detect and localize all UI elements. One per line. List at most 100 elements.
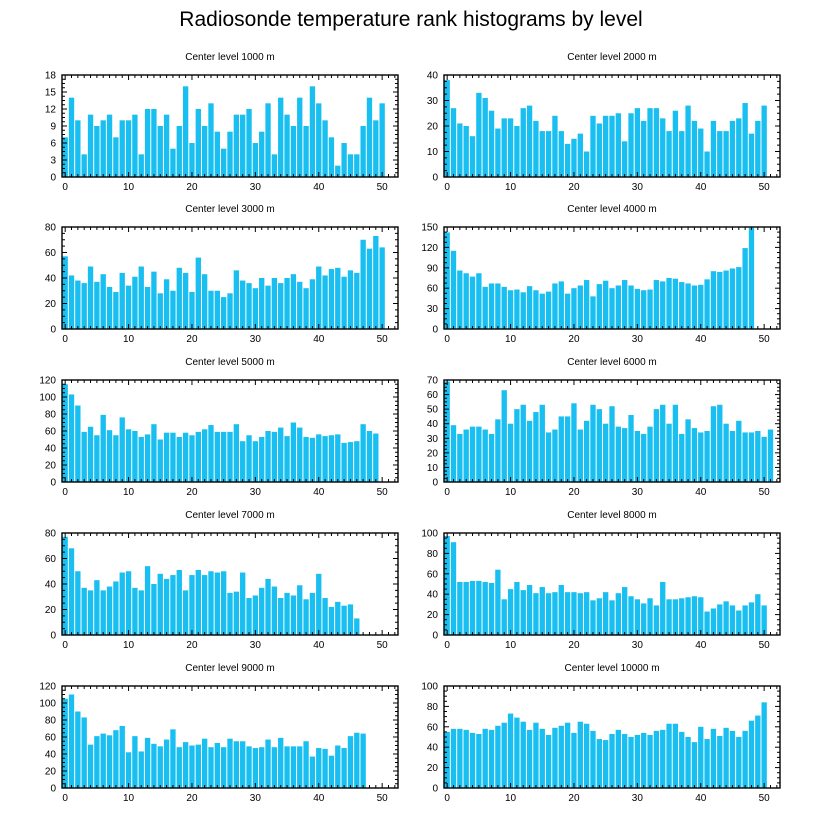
chart-6-bar-44 xyxy=(723,423,729,482)
chart-4-bar-0 xyxy=(444,232,450,329)
chart-2-bar-40 xyxy=(698,128,704,177)
chart-5-ytick-label-40: 40 xyxy=(45,444,57,455)
chart-6-xtick-label-40: 40 xyxy=(695,487,707,498)
chart-5-bar-29 xyxy=(246,435,252,482)
chart-8-bar-32 xyxy=(647,598,653,635)
chart-7-xtick-label-10: 10 xyxy=(123,640,135,651)
chart-5-bar-39 xyxy=(309,437,316,482)
chart-4-bar-7 xyxy=(488,283,495,329)
chart-10-bar-14 xyxy=(533,722,539,788)
chart-8-bar-15 xyxy=(539,587,545,635)
chart-1-bar-50 xyxy=(379,103,385,177)
chart-7-ytick-label-40: 40 xyxy=(45,580,57,591)
chart-1-ytick-label-6: 6 xyxy=(50,139,56,150)
chart-10-bar-37 xyxy=(679,731,685,788)
chart-6-xtick-label-20: 20 xyxy=(568,487,580,498)
chart-4-bar-23 xyxy=(590,296,596,329)
chart-2-bar-7 xyxy=(488,110,495,177)
chart-8-bar-6 xyxy=(482,581,488,635)
chart-9-bar-36 xyxy=(290,746,297,788)
chart-1-bar-32 xyxy=(265,103,271,177)
chart-5-bar-26 xyxy=(227,431,233,482)
chart-8-bar-29 xyxy=(628,596,634,635)
chart-9-xtick-label-40: 40 xyxy=(313,793,325,804)
chart-9-bar-31 xyxy=(259,747,265,788)
chart-5-bar-4 xyxy=(87,426,94,482)
chart-9-bar-9 xyxy=(119,725,125,788)
chart-3-bar-40 xyxy=(316,266,322,329)
chart-1-bar-37 xyxy=(297,97,303,177)
chart-2-bar-5 xyxy=(476,92,482,177)
chart-2-bar-24 xyxy=(596,123,602,177)
chart-10-bar-27 xyxy=(615,729,622,788)
chart-3-bar-26 xyxy=(227,293,233,329)
chart-3-bar-33 xyxy=(271,278,278,329)
chart-4-bar-11 xyxy=(514,289,520,329)
chart-3-bar-41 xyxy=(322,275,328,329)
chart-5-title: Center level 5000 m xyxy=(185,357,275,368)
chart-1-bar-20 xyxy=(189,143,195,177)
chart-4-bar-26 xyxy=(609,288,615,329)
chart-5-ytick-label-20: 20 xyxy=(45,461,57,472)
chart-5-bar-36 xyxy=(290,422,297,482)
chart-5-bar-16 xyxy=(163,432,170,482)
chart-7-bar-2 xyxy=(75,571,81,635)
chart-4-bar-33 xyxy=(653,280,660,329)
chart-5-xtick-label-30: 30 xyxy=(250,487,262,498)
chart-10-bar-11 xyxy=(514,717,520,788)
chart-4-bar-28 xyxy=(622,280,628,329)
chart-10-bar-6 xyxy=(482,728,488,788)
chart-2-title: Center level 2000 m xyxy=(567,52,657,63)
chart-7-xtick-label-0: 0 xyxy=(62,640,68,651)
chart-2-xtick-label-40: 40 xyxy=(695,182,707,193)
chart-5-bar-14 xyxy=(151,424,157,482)
chart-3-xtick-label-40: 40 xyxy=(313,334,325,345)
chart-1-bar-14 xyxy=(151,109,157,177)
chart-2-bar-18 xyxy=(558,131,564,177)
chart-2-xtick-label-30: 30 xyxy=(632,182,644,193)
chart-10-xtick-label-10: 10 xyxy=(505,793,517,804)
chart-1-bar-24 xyxy=(214,131,220,177)
chart-8-bar-4 xyxy=(469,580,476,635)
chart-4-xtick-label-10: 10 xyxy=(505,334,517,345)
chart-9-bar-12 xyxy=(138,751,144,788)
chart-4-bar-42 xyxy=(710,271,717,329)
chart-3-bar-14 xyxy=(151,271,157,330)
chart-5-bar-35 xyxy=(284,436,290,482)
chart-6-bar-47 xyxy=(742,432,748,482)
chart-10-bar-29 xyxy=(628,737,634,788)
chart-8-bar-39 xyxy=(691,596,698,635)
chart-10-bar-40 xyxy=(698,726,704,788)
chart-10-xtick-label-20: 20 xyxy=(568,793,580,804)
chart-4-xtick-label-20: 20 xyxy=(568,334,580,345)
chart-5-bar-37 xyxy=(297,427,303,482)
chart-5-bar-24 xyxy=(214,431,220,482)
chart-5-ytick-label-80: 80 xyxy=(45,410,57,421)
chart-3-bar-7 xyxy=(106,286,113,329)
chart-10-bar-26 xyxy=(609,733,615,788)
chart-6-bar-28 xyxy=(622,428,628,482)
chart-3-bar-9 xyxy=(119,272,125,329)
chart-8-bar-47 xyxy=(742,605,748,635)
chart-6-bar-18 xyxy=(558,416,564,482)
chart-7-xtick-label-30: 30 xyxy=(250,640,262,651)
chart-5-bar-23 xyxy=(208,425,214,482)
chart-3-bar-17 xyxy=(170,290,176,329)
chart-5-bar-40 xyxy=(316,434,322,482)
chart-9-ytick-label-80: 80 xyxy=(45,716,57,727)
chart-5-bar-44 xyxy=(341,442,347,482)
chart-5-bar-32 xyxy=(265,431,271,482)
chart-1-bar-26 xyxy=(227,131,233,177)
chart-4-bar-16 xyxy=(545,291,552,329)
chart-1-bar-17 xyxy=(170,148,176,177)
chart-7-bar-9 xyxy=(119,572,125,635)
chart-6-bar-6 xyxy=(482,429,488,482)
chart-6-bar-32 xyxy=(647,426,653,482)
chart-8-title: Center level 8000 m xyxy=(567,510,657,521)
chart-6-bar-37 xyxy=(679,433,685,482)
chart-9-bar-20 xyxy=(189,745,195,788)
chart-8-bar-19 xyxy=(564,592,571,635)
chart-4-bar-39 xyxy=(691,285,698,329)
chart-7-bar-17 xyxy=(170,575,176,635)
chart-5-bar-6 xyxy=(100,414,106,482)
